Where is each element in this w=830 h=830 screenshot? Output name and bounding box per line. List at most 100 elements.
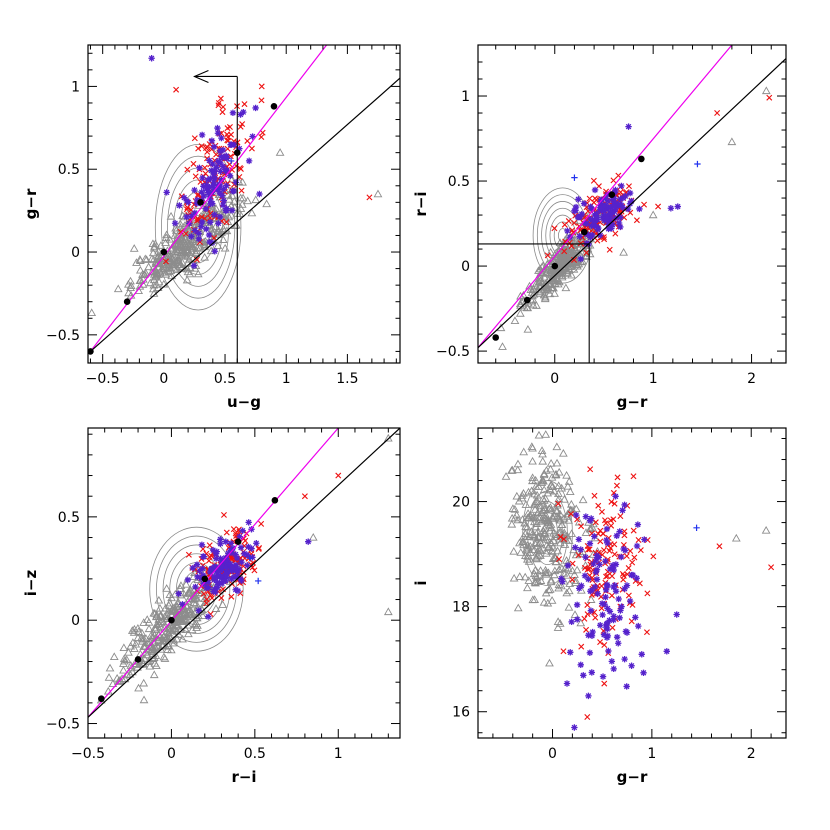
blue-asterisk-point [606, 608, 614, 615]
gray-triangle-point [541, 569, 551, 578]
blue-asterisk-point [179, 601, 186, 608]
density-contour [162, 544, 231, 634]
blue-asterisk-point [602, 195, 609, 202]
gray-triangle-point [563, 509, 573, 518]
blue-asterisk-point [635, 622, 642, 630]
black-dot-point [234, 538, 242, 545]
gray-triangle-point [247, 208, 257, 217]
gray-triangle-point [149, 269, 159, 278]
x-axis-label: r−i [231, 768, 256, 786]
blue-asterisk-point [616, 528, 623, 535]
blue-asterisk-point [203, 185, 210, 193]
red-cross-point [228, 555, 235, 562]
blue-asterisk-point [603, 525, 611, 533]
gray-triangle-point [155, 603, 165, 612]
blue-asterisk-point [210, 588, 217, 595]
gray-triangle-point [235, 209, 245, 217]
blue-asterisk-point [210, 143, 218, 151]
gray-triangle-point [512, 510, 522, 519]
red-cross-point [224, 125, 231, 132]
blue-asterisk-point [222, 563, 229, 571]
gray-triangle-point [119, 654, 129, 663]
red-cross-point [551, 225, 558, 232]
gray-triangle-point [530, 505, 540, 513]
gray-triangle-point [538, 526, 548, 534]
blue-asterisk-point [216, 213, 224, 221]
gray-triangle-point [159, 652, 169, 661]
gray-triangle-point [150, 630, 160, 639]
blue-asterisk-point [591, 186, 599, 194]
blue-asterisk-point [632, 614, 639, 621]
blue-asterisk-point [216, 190, 223, 197]
gray-triangle-point [163, 645, 173, 653]
gray-triangle-point [167, 605, 177, 613]
gray-triangle-point [535, 513, 545, 521]
gray-triangle-point [565, 487, 575, 495]
blue-asterisk-point [214, 567, 222, 575]
x-tick-label: 1.5 [336, 371, 358, 387]
blue-asterisk-point [245, 543, 252, 551]
red-cross-point [218, 595, 225, 601]
gray-triangle-point [524, 557, 534, 565]
gray-triangle-point [509, 547, 519, 555]
red-cross-point [598, 605, 605, 612]
gray-triangle-point [557, 564, 567, 572]
blue-asterisk-point [236, 145, 243, 152]
blue-asterisk-point [206, 238, 213, 246]
gray-triangle-point [548, 554, 558, 562]
red-cross-point [766, 94, 773, 101]
gray-triangle-point [548, 482, 558, 490]
blue-asterisk-point [198, 218, 206, 226]
blue-asterisk-point [215, 186, 222, 193]
gray-triangle-point [139, 618, 149, 626]
gray-triangle-point [172, 247, 182, 256]
blue-asterisk-point [612, 186, 619, 194]
blue-asterisk-point [586, 649, 594, 656]
red-cross-point [600, 547, 607, 554]
blue-asterisk-point [197, 223, 205, 230]
red-cross-point [258, 520, 265, 527]
y-tick-label: 0.5 [58, 162, 80, 178]
gray-triangle-point [135, 276, 145, 285]
gray-triangle-point [557, 520, 567, 528]
blue-asterisk-point [239, 527, 246, 534]
blue-asterisk-point [604, 605, 611, 612]
gray-triangle-point [510, 504, 520, 513]
gray-triangle-point [566, 262, 575, 271]
red-cross-point [560, 648, 567, 655]
gray-triangle-point [553, 546, 562, 555]
gray-triangle-point [192, 613, 201, 622]
gray-triangle-point [571, 244, 581, 253]
gray-triangle-point [143, 650, 152, 659]
gray-triangle-point [150, 625, 160, 633]
blue-asterisk-point [211, 167, 218, 174]
gray-triangle-point [521, 500, 531, 508]
gray-triangle-point [164, 267, 174, 275]
blue-asterisk-point [210, 170, 217, 178]
blue-asterisk-point [610, 613, 617, 620]
gray-triangle-point [520, 572, 530, 581]
red-cross-point [255, 545, 262, 552]
blue-asterisk-point [207, 197, 214, 205]
blue-asterisk-point [593, 210, 600, 217]
blue-asterisk-point [590, 560, 597, 568]
blue-asterisk-point [216, 182, 224, 190]
blue-asterisk-point [214, 158, 222, 165]
gray-triangle-point [119, 665, 128, 674]
gray-triangle-point [648, 210, 658, 219]
gray-triangle-point [275, 148, 285, 156]
blue-asterisk-point [576, 233, 583, 240]
gray-triangle-point [540, 294, 550, 303]
gray-triangle-point [183, 246, 193, 255]
blue-asterisk-point [211, 248, 218, 255]
blue-asterisk-point [599, 611, 606, 619]
gray-triangle-point [243, 196, 253, 205]
gray-triangle-point [187, 244, 197, 253]
gray-triangle-point [527, 442, 537, 450]
gray-triangle-point [134, 683, 143, 692]
red-cross-point [202, 170, 209, 177]
gray-triangle-point [170, 247, 180, 255]
blue-asterisk-point [204, 176, 212, 184]
red-cross-point [199, 546, 206, 552]
gray-triangle-point [546, 575, 556, 584]
